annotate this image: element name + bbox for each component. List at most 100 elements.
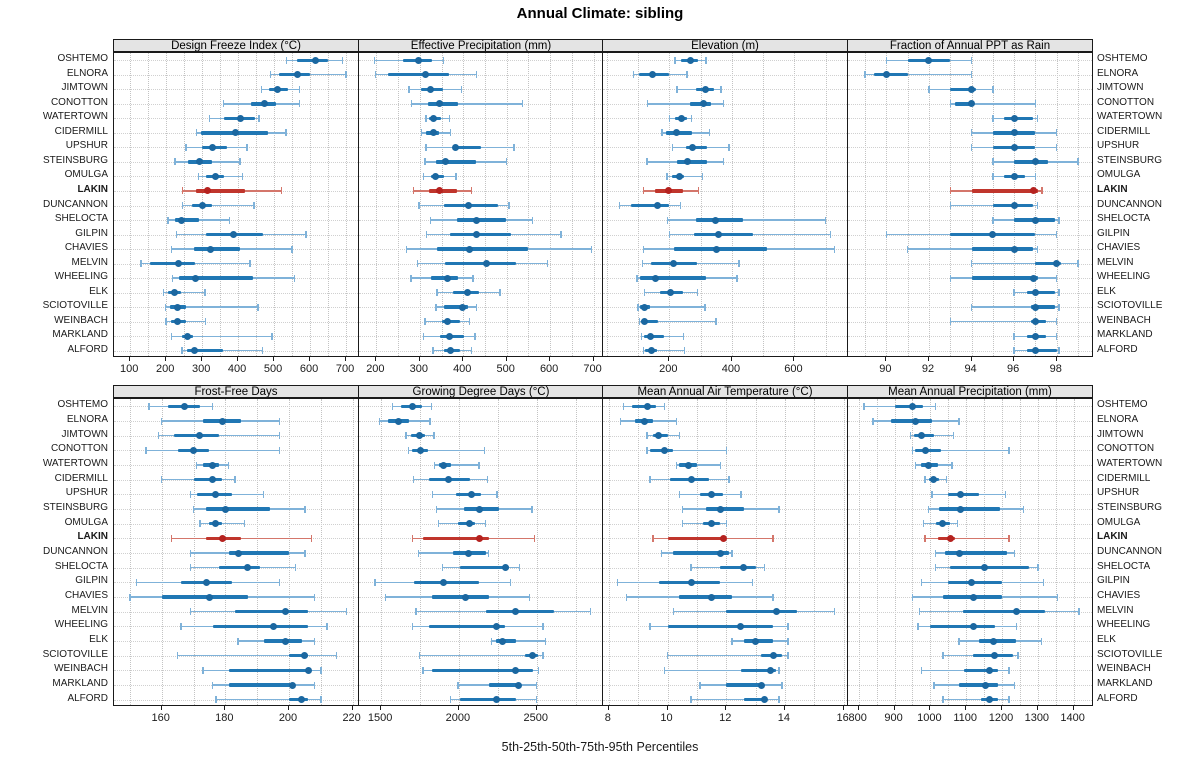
whisker-5-95 [647,449,727,452]
iqr-bar-25-75 [429,624,505,629]
whisker-cap [681,505,683,513]
median-dot [708,520,716,528]
median-dot [640,417,648,425]
whisker-cap [140,260,142,268]
whisker-cap [162,289,165,297]
whisker-cap [345,71,347,79]
panel-strip: Design Freeze Index (°C) [113,39,359,52]
gridline-horizontal [114,479,358,481]
median-dot [957,505,965,513]
site-label-left: JIMTOWN [61,82,108,94]
whisker-cap [546,260,549,268]
whisker-cap [992,85,994,93]
gridline-horizontal [603,60,847,62]
iqr-bar-25-75 [459,565,509,570]
site-label-left: CHAVIES [64,242,108,254]
x-axis-tick [309,357,311,361]
gridline-vertical [784,399,786,705]
x-axis-tick [237,357,239,361]
whisker-cap [970,143,973,151]
iqr-bar-25-75 [631,203,670,208]
whisker-cap [278,432,281,440]
x-axis-tick [857,706,859,710]
median-dot [969,622,977,630]
whisker-cap [772,593,774,601]
median-dot [209,143,217,151]
site-label-right: SHELOCTA [1097,560,1151,572]
site-label-right: MARKLAND [1097,678,1153,689]
panel-strip: Fraction of Annual PPT as Rain [847,39,1093,52]
whisker-5-95 [145,449,280,452]
x-axis-tick-label: 600 [784,363,803,375]
whisker-5-95 [419,654,543,657]
x-axis-tick-label: 220 [342,712,361,724]
whisker-cap [239,158,241,166]
iqr-bar-25-75 [486,609,554,614]
gridline-vertical [376,53,378,356]
gridline-horizontal [359,465,603,466]
median-dot [917,432,925,440]
x-axis-tick [927,357,929,361]
whisker-cap [992,158,994,166]
gridline-horizontal [359,278,603,280]
iqr-bar-25-75 [219,565,261,570]
median-dot [476,505,484,513]
x-axis-tick-label: 400 [227,363,247,375]
site-label-left: UPSHUR [65,487,108,499]
gridline-horizontal [114,641,358,642]
x-axis-tick [668,357,670,361]
whisker-cap [668,114,671,122]
site-label-left: OMULGA [64,516,108,528]
whisker-cap [1037,564,1039,572]
whisker-cap [715,318,717,326]
site-label-right: CIDERMILL [1097,125,1151,137]
x-axis-tick-label: 1500 [367,712,393,724]
whisker-cap [911,446,914,454]
median-dot [173,318,181,326]
whisker-cap [422,666,424,674]
whisker-cap [683,332,685,340]
whisker-cap [246,143,248,151]
gridline-horizontal [359,350,603,352]
median-dot [282,637,290,645]
whisker-cap [470,347,473,355]
iqr-bar-25-75 [459,697,516,702]
whisker-cap [424,158,426,166]
median-dot [178,216,186,224]
whisker-cap [683,347,686,355]
whisker-cap [253,202,255,209]
whisker-cap [719,461,722,469]
whisker-5-95 [140,262,250,265]
iqr-bar-25-75 [959,683,999,687]
x-axis-tick [380,706,382,710]
median-dot [445,476,453,484]
whisker-cap [180,622,182,630]
whisker-cap [148,402,150,410]
whisker-cap [1077,260,1079,268]
x-axis-tick [1013,357,1015,361]
gridline-vertical [1055,399,1057,705]
median-dot [190,446,198,454]
x-axis-tick-label: 14 [777,712,791,724]
median-dot [196,432,204,440]
iqr-bar-25-75 [978,639,1017,643]
median-dot [684,158,692,166]
gridline-vertical [441,53,443,356]
whisker-5-95 [158,434,280,437]
whisker-cap [313,637,316,645]
whisker-cap [885,56,888,64]
whisker-cap [408,85,410,93]
site-label-left: CHAVIES [64,590,108,601]
median-dot [968,578,976,586]
site-label-right: DUNCANNON [1097,546,1162,557]
whisker-cap [411,622,413,630]
gridline-vertical [865,53,867,356]
whisker-cap [341,56,344,64]
gridline-horizontal [848,406,1092,408]
whisker-cap [417,549,420,557]
median-dot [430,114,438,122]
iqr-bar-25-75 [676,160,707,164]
x-axis-tick-label: 10 [660,712,673,724]
gridline-horizontal [848,292,1092,294]
